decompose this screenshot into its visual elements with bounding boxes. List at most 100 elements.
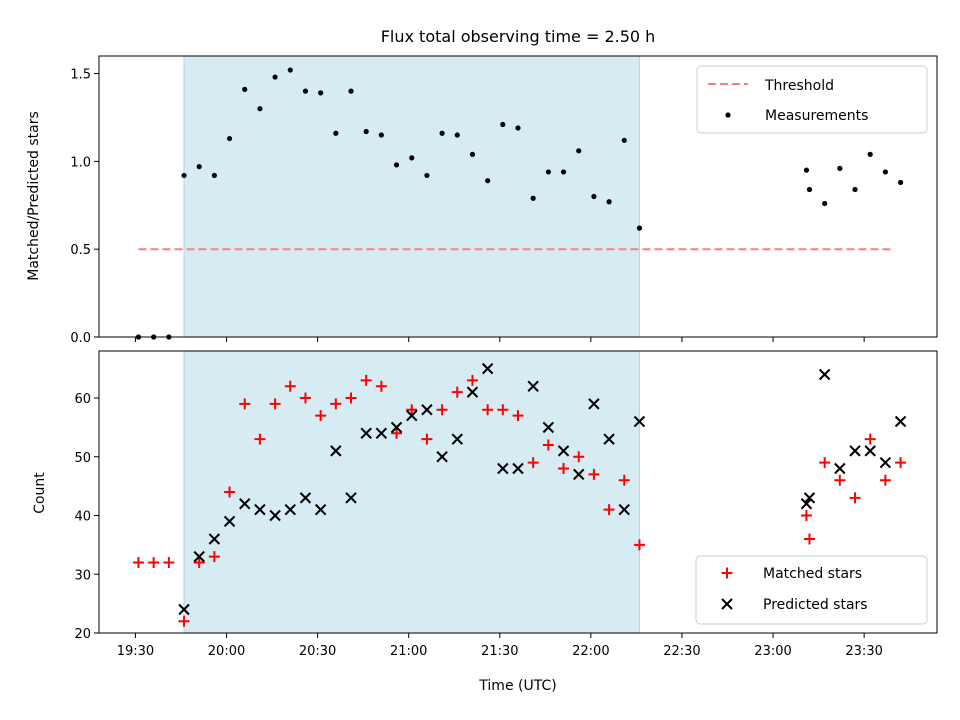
predicted-star-point [603, 433, 615, 445]
measurement-point [591, 193, 597, 200]
y-tick-label: 1.0 [70, 155, 91, 170]
matched-star-point [208, 551, 220, 563]
measurement-point [211, 172, 217, 179]
measurement-point [530, 195, 536, 201]
bottom-panel: 19:30 20:00 20:30 21:00 21:30 22:00 22:30 23:00… [74, 350, 938, 659]
measurement-point [393, 162, 400, 168]
legend-matched-swatch [721, 567, 733, 579]
matched-star-point [299, 392, 311, 404]
matched-star-point [864, 433, 876, 445]
matched-star-point [178, 615, 190, 627]
matched-star-point [239, 398, 251, 410]
predicted-star-point [360, 427, 372, 439]
matched-star-point [132, 557, 144, 568]
matched-star-point [482, 404, 494, 416]
predicted-star-point [466, 386, 479, 398]
measurement-point [363, 128, 369, 135]
matched-star-point [497, 404, 509, 416]
x-tick-label: 23:30 [845, 644, 882, 659]
axes-frame [98, 55, 938, 338]
measurement-point [257, 106, 263, 112]
measurement-point [242, 86, 248, 92]
y-tick-label: 50 [74, 451, 91, 466]
predicted-star-point [512, 462, 524, 475]
matched-star-point [527, 457, 539, 469]
measurement-point [822, 200, 828, 207]
measurement-point [469, 151, 476, 157]
matched-star-point [834, 474, 846, 486]
measurement-point [226, 135, 233, 142]
y-tick-label: 60 [74, 392, 91, 407]
predicted-star-point [573, 468, 585, 481]
matched-star-point [406, 404, 418, 416]
x-tick-label: 19:30 [117, 644, 154, 659]
predicted-star-point [314, 503, 327, 516]
matched-star-point [879, 474, 891, 486]
matched-star-point [573, 451, 585, 463]
predicted-star-point [588, 398, 600, 410]
y-tick-label: 40 [74, 510, 91, 525]
matched-star-point [421, 433, 433, 445]
matched-star-point [360, 374, 372, 386]
measurement-point [181, 172, 187, 179]
measurement-point [302, 88, 309, 94]
matched-star-point [466, 374, 478, 386]
y-tick-label: 0.0 [70, 331, 91, 346]
legend-threshold-label: Threshold [764, 78, 834, 94]
x-tick-label: 21:00 [390, 644, 427, 659]
matched-star-point [391, 427, 403, 439]
measurement-point [500, 121, 506, 128]
measurement-point [287, 67, 293, 73]
predicted-star-point [800, 498, 813, 510]
measurement-point [867, 151, 873, 157]
predicted-star-point [254, 503, 266, 516]
matched-star-point [542, 439, 554, 451]
measurement-point [636, 225, 643, 231]
measurement-point [272, 74, 278, 80]
legend-predicted-label: Predicted stars [763, 597, 868, 613]
observing-span-shade [184, 56, 640, 337]
matched-star-point [375, 380, 387, 392]
x-axis-label: Time (UTC) [478, 678, 556, 694]
measurement-point [454, 132, 460, 138]
measurement-point [318, 90, 324, 96]
predicted-star-point [527, 380, 539, 392]
matched-star-point [269, 398, 281, 410]
measurement-point [515, 125, 521, 131]
predicted-star-point [208, 533, 221, 545]
measurement-point [348, 88, 354, 94]
predicted-star-point [299, 492, 312, 504]
top-legend: Threshold Measurements [696, 65, 928, 134]
matched-star-point [849, 492, 861, 504]
predicted-star-point [481, 362, 494, 375]
matched-star-point [558, 463, 570, 474]
matched-star-point [618, 474, 630, 486]
top-panel: 0.0 0.5 1.0 1.5 Threshold Measurements [70, 55, 938, 346]
predicted-star-point [879, 456, 892, 469]
measurement-point [621, 137, 627, 143]
predicted-star-point [557, 445, 570, 457]
legend-predicted-swatch [721, 598, 733, 610]
predicted-star-point [894, 415, 907, 428]
legend-matched-label: Matched stars [763, 566, 862, 582]
predicted-star-point [239, 498, 251, 510]
matched-star-point [148, 557, 160, 568]
legend-measurements-swatch [725, 112, 731, 118]
matched-star-point [436, 404, 448, 416]
predicted-star-point [375, 427, 388, 439]
predicted-star-point [330, 445, 342, 457]
matched-star-point [895, 457, 907, 469]
predicted-star-point [451, 433, 463, 445]
matched-star-point [193, 557, 205, 568]
matched-star-point [800, 510, 812, 521]
predicted-star-point [864, 445, 876, 457]
measurement-point [560, 169, 567, 175]
predicted-star-point [834, 462, 846, 475]
matched-star-point [819, 457, 831, 469]
matched-star-point [284, 380, 296, 392]
predicted-star-point [269, 509, 281, 522]
x-tick-label: 20:30 [299, 644, 336, 659]
predicted-star-point [421, 404, 433, 416]
x-tick-label: 23:00 [754, 644, 791, 659]
matched-star-point [603, 504, 615, 516]
